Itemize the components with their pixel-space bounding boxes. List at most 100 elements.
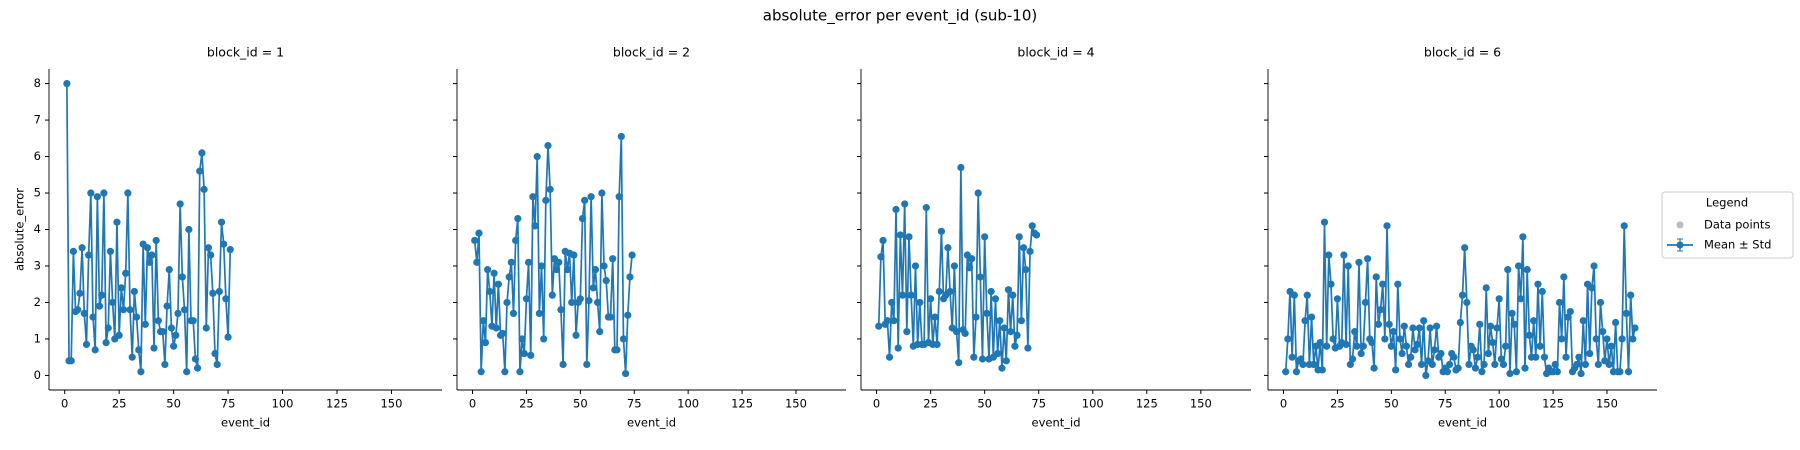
data-point [1476, 320, 1484, 328]
data-point [87, 189, 95, 197]
data-point [1616, 368, 1624, 376]
data-point [1510, 320, 1518, 328]
data-point [217, 218, 226, 226]
data-point [1417, 360, 1426, 369]
data-point [991, 295, 1000, 303]
data-point [890, 317, 898, 325]
data-point [1359, 342, 1367, 350]
x-axis-label: event_id [1032, 416, 1081, 430]
data-point [624, 311, 632, 319]
data-point [80, 309, 88, 317]
data-point [484, 266, 492, 274]
data-point [1581, 360, 1590, 369]
data-point [1310, 360, 1318, 369]
data-point [1599, 328, 1607, 336]
data-point [879, 236, 887, 245]
data-point [555, 258, 563, 266]
data-point [95, 302, 104, 310]
data-point [1007, 328, 1015, 336]
data-point [1290, 291, 1298, 299]
data-point [1333, 295, 1342, 303]
data-point [927, 295, 935, 303]
data-point [102, 338, 110, 347]
data-point [957, 163, 965, 172]
data-point [537, 262, 546, 270]
data-point [563, 266, 572, 274]
x-tick-label: 150 [785, 397, 807, 411]
data-point [76, 289, 84, 297]
data-point [170, 342, 178, 350]
facet-panel: block_id = 1 0 1 2 3 4 5 6 7 8 0 25 50 75 100 125 150 eve… [13, 45, 442, 430]
data-point [615, 193, 623, 201]
data-point [1032, 231, 1041, 239]
data-point [494, 280, 503, 288]
x-axis-label: event_id [1438, 416, 1487, 430]
data-point [1486, 322, 1495, 330]
figure-title: absolute_error per event_id (sub-10) [763, 7, 1037, 26]
data-point [1517, 295, 1525, 303]
data-point [572, 331, 580, 339]
data-point [492, 324, 500, 332]
data-point [1480, 360, 1488, 369]
data-point [1489, 338, 1497, 347]
data-point [1478, 368, 1486, 376]
data-point [69, 247, 77, 255]
data-point [1355, 258, 1363, 266]
data-point [1000, 324, 1008, 332]
data-point [1022, 266, 1030, 274]
data-point [585, 297, 593, 305]
data-point [1402, 342, 1411, 350]
x-tick-label: 50 [166, 397, 181, 411]
data-point [1389, 328, 1398, 336]
data-point [619, 335, 628, 343]
data-point [1558, 335, 1566, 343]
legend-label: Data points [1704, 218, 1770, 232]
data-point [1407, 353, 1415, 361]
y-tick-label: 2 [34, 295, 41, 309]
data-point [1532, 353, 1540, 361]
data-point [978, 355, 987, 363]
data-point [965, 264, 974, 272]
data-point [159, 328, 167, 336]
data-point [124, 189, 132, 197]
data-point [1555, 298, 1564, 307]
data-point [176, 200, 184, 208]
data-point [591, 266, 600, 274]
data-point [613, 346, 621, 354]
data-point [1450, 353, 1458, 361]
data-point [1504, 266, 1512, 274]
data-point [512, 236, 520, 245]
data-point [63, 79, 71, 88]
data-point [189, 317, 197, 325]
data-point [987, 287, 995, 296]
data-point [1318, 366, 1326, 374]
data-point [961, 329, 969, 338]
data-point [883, 317, 891, 325]
data-point [1491, 360, 1499, 369]
data-point [998, 364, 1006, 372]
x-tick-label: 150 [1596, 397, 1618, 411]
data-point [877, 253, 885, 261]
data-point [115, 331, 123, 339]
data-point [174, 309, 182, 317]
data-point [548, 291, 556, 299]
data-point [143, 244, 152, 252]
data-point [1627, 291, 1635, 299]
data-point [1409, 324, 1417, 332]
data-point [213, 360, 221, 369]
data-point [215, 287, 223, 296]
data-point [505, 273, 513, 281]
y-tick-label: 8 [34, 76, 41, 90]
data-point [559, 360, 567, 369]
data-point [161, 360, 169, 369]
data-point [1502, 342, 1510, 350]
y-tick-label: 3 [34, 258, 41, 272]
data-point [1297, 355, 1305, 363]
data-point [1566, 307, 1574, 316]
legend-box [1661, 191, 1794, 259]
data-point [106, 247, 115, 255]
x-tick-label: 0 [469, 397, 476, 411]
data-point [490, 269, 498, 277]
data-point [553, 266, 561, 274]
data-point [85, 251, 93, 259]
